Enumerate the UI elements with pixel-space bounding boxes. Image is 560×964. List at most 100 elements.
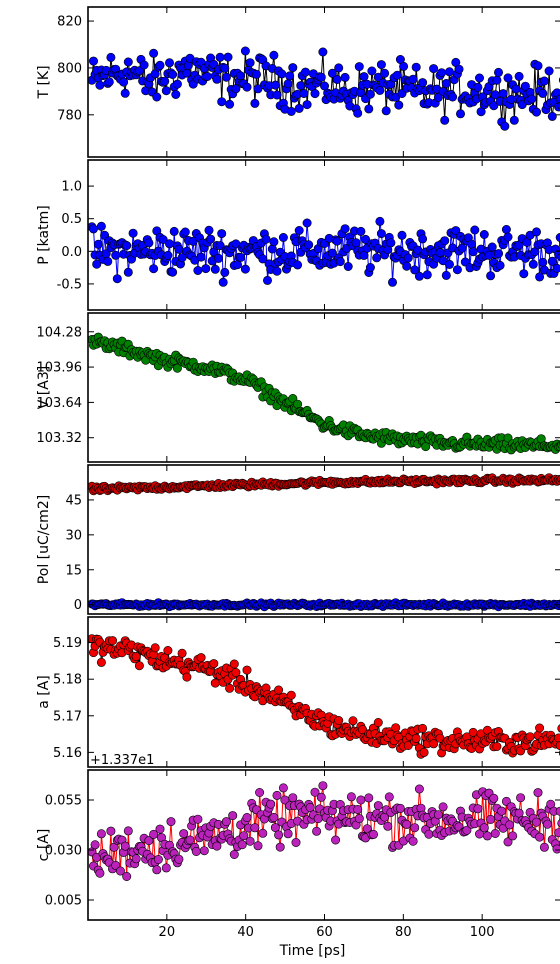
data-point: [270, 80, 280, 90]
data-point: [429, 64, 439, 74]
data-point: [266, 799, 276, 809]
data-point: [334, 715, 344, 725]
data-point: [122, 871, 132, 881]
data-point: [302, 218, 312, 228]
data-point: [250, 823, 260, 833]
data-point: [473, 804, 483, 814]
data-point: [410, 265, 420, 275]
data-point: [384, 792, 394, 802]
data-point: [104, 77, 114, 87]
data-point: [462, 825, 472, 835]
data-point: [505, 820, 515, 830]
y-axis-label: V [A3]: [36, 366, 52, 409]
data-point: [210, 264, 220, 274]
y-axis-label: a [A]: [36, 675, 52, 709]
data-point: [209, 659, 219, 669]
data-point: [535, 832, 545, 842]
data-point: [455, 109, 465, 119]
plot-area: [88, 473, 560, 612]
data-point: [253, 841, 263, 851]
data-point: [275, 842, 285, 852]
data-point: [272, 790, 282, 800]
data-point: [332, 236, 342, 246]
data-point: [255, 787, 265, 797]
data-point: [119, 77, 129, 87]
data-point: [286, 690, 296, 700]
data-point: [258, 254, 268, 264]
data-point: [202, 72, 212, 82]
data-point: [131, 652, 141, 662]
data-point: [150, 643, 160, 653]
data-point: [435, 248, 445, 258]
data-point: [403, 740, 413, 750]
data-point: [123, 57, 133, 67]
data-point: [134, 661, 144, 671]
data-point: [172, 79, 182, 89]
data-point: [269, 50, 279, 60]
data-point: [356, 226, 366, 236]
data-point: [163, 645, 173, 655]
data-point: [204, 225, 214, 235]
y-tick-label: 780: [57, 108, 82, 123]
data-point: [433, 810, 443, 820]
data-point: [365, 89, 375, 99]
data-point: [354, 62, 364, 72]
plot-area: [88, 216, 560, 287]
data-point: [261, 234, 271, 244]
data-point: [294, 226, 304, 236]
panel-5: 0.005 0.030 0.055 c [A]: [36, 769, 560, 921]
data-point: [278, 233, 288, 243]
data-point: [240, 46, 250, 56]
data-point: [383, 821, 393, 831]
data-point: [196, 653, 206, 663]
data-point: [171, 90, 181, 100]
data-point: [160, 76, 170, 86]
x-tick-label: 100: [470, 925, 495, 940]
data-point: [283, 79, 293, 89]
data-point: [310, 89, 320, 99]
y-tick-label: 0.0: [61, 245, 82, 260]
data-point: [106, 52, 116, 62]
data-point: [528, 259, 538, 269]
data-point: [327, 68, 337, 78]
data-point: [410, 823, 420, 833]
data-point: [283, 829, 293, 839]
data-point: [115, 866, 125, 876]
data-point: [215, 52, 225, 62]
data-point: [538, 88, 548, 98]
data-point: [237, 840, 247, 850]
plot-area: [88, 781, 560, 881]
data-point: [555, 94, 560, 104]
data-point: [386, 238, 396, 248]
data-point: [293, 260, 303, 270]
data-point: [120, 88, 130, 98]
data-point: [533, 61, 543, 71]
data-point: [272, 266, 282, 276]
data-point: [535, 723, 545, 733]
data-point: [419, 747, 429, 757]
data-point: [217, 229, 227, 239]
x-tick-label: 20: [159, 925, 176, 940]
data-point: [90, 840, 100, 850]
data-point: [310, 787, 320, 797]
data-point: [152, 92, 162, 102]
data-point: [424, 829, 434, 839]
data-point: [149, 264, 159, 274]
data-point: [479, 230, 489, 240]
data-point: [89, 56, 99, 66]
x-tick-label: 40: [237, 925, 254, 940]
data-point: [274, 685, 284, 695]
y-tick-label: 5.17: [53, 709, 82, 724]
data-point: [457, 243, 467, 253]
data-point: [304, 240, 314, 250]
y-axis-label: T [K]: [36, 65, 52, 99]
data-point: [460, 257, 470, 267]
y-tick-label: 1.0: [61, 180, 82, 195]
data-point: [152, 865, 162, 875]
data-point: [451, 226, 461, 236]
data-point: [185, 835, 195, 845]
data-point: [486, 814, 496, 824]
data-point: [236, 252, 246, 262]
data-point: [316, 792, 326, 802]
